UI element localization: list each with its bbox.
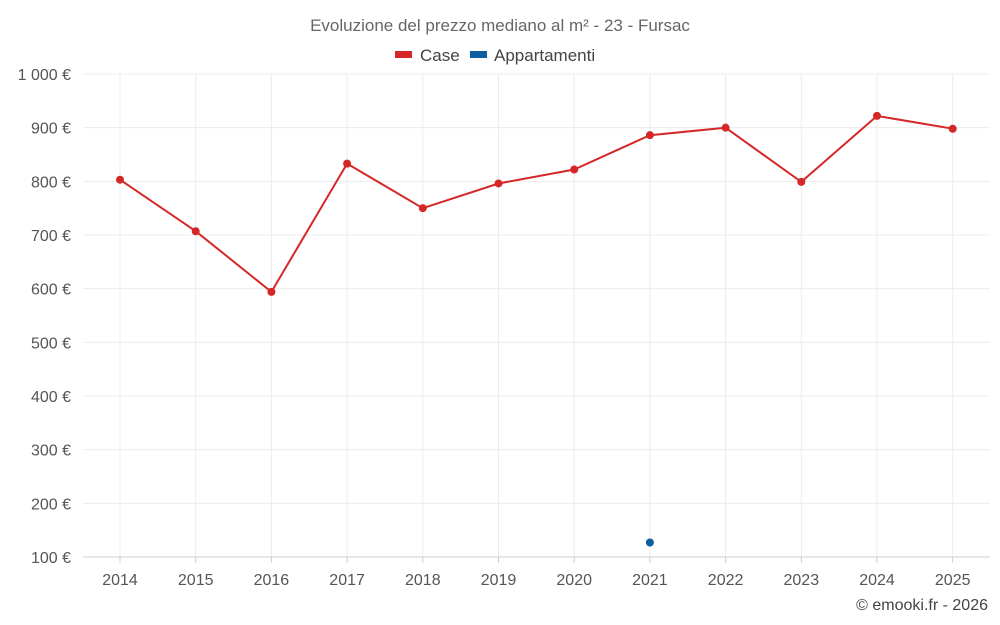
legend-label-case[interactable]: Case <box>420 46 460 65</box>
y-tick-label: 600 € <box>31 282 71 299</box>
data-point-case[interactable] <box>343 159 352 168</box>
y-tick-label: 500 € <box>31 335 71 352</box>
legend-swatch-case <box>395 51 412 58</box>
copyright-credit: © emooki.fr - 2026 <box>856 597 988 614</box>
grid-layer <box>83 73 990 558</box>
data-point-case[interactable] <box>948 124 957 133</box>
x-tick-label: 2017 <box>329 572 365 589</box>
x-tick-label: 2015 <box>178 572 214 589</box>
x-tick-label: 2019 <box>481 572 517 589</box>
legend-swatch-appartamenti <box>470 51 487 58</box>
x-tick-label: 2025 <box>935 572 971 589</box>
data-point-case[interactable] <box>191 227 200 236</box>
data-point-case[interactable] <box>645 131 654 140</box>
data-point-case[interactable] <box>721 123 730 132</box>
y-tick-label: 200 € <box>31 496 71 513</box>
data-point-case[interactable] <box>267 287 276 296</box>
series-layer <box>116 111 957 547</box>
data-point-case[interactable] <box>116 175 124 184</box>
series-line-case <box>119 114 953 294</box>
y-tick-label: 100 € <box>31 550 71 567</box>
data-point-case[interactable] <box>494 179 503 188</box>
x-tick-label: 2014 <box>102 572 138 589</box>
y-tick-label: 300 € <box>31 443 71 460</box>
x-tick-label: 2020 <box>556 572 592 589</box>
data-point-case[interactable] <box>873 111 881 120</box>
x-tick-label: 2022 <box>708 572 744 589</box>
chart-title: Evoluzione del prezzo mediano al m² - 23… <box>310 16 690 35</box>
data-point-case[interactable] <box>418 204 427 213</box>
x-tick-label: 2023 <box>784 572 820 589</box>
y-tick-label: 900 € <box>31 121 71 138</box>
legend: Case Appartamenti <box>395 46 595 65</box>
x-tick-label: 2021 <box>632 572 668 589</box>
x-tick-label: 2024 <box>859 572 895 589</box>
y-tick-label: 800 € <box>31 174 71 191</box>
x-tick-label: 2016 <box>254 572 290 589</box>
legend-label-appartamenti[interactable]: Appartamenti <box>494 46 595 65</box>
data-point-case[interactable] <box>570 165 579 174</box>
y-tick-label: 700 € <box>31 228 71 245</box>
axis-layer: 100 € 200 € 300 € 400 € 500 € 600 € 700 € 800 €… <box>18 67 990 589</box>
y-tick-label: 1 000 € <box>18 67 71 84</box>
data-point-case[interactable] <box>797 177 806 186</box>
y-tick-label: 400 € <box>31 389 71 406</box>
data-point-appartamenti[interactable] <box>645 538 654 547</box>
x-tick-label: 2018 <box>405 572 441 589</box>
